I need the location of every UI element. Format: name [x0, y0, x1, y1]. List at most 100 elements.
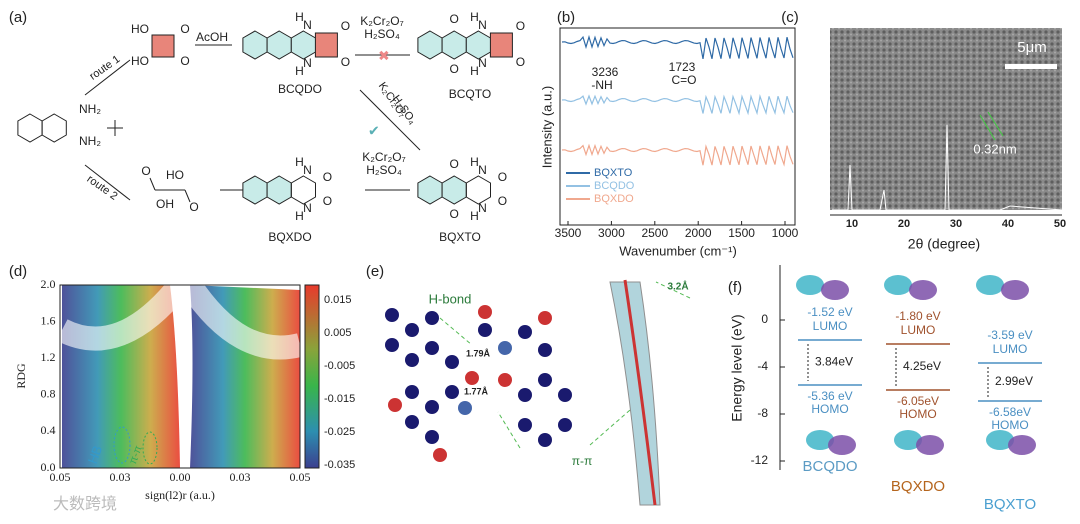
ring — [151, 34, 175, 58]
atom — [425, 400, 439, 414]
y-tick-label: 2.0 — [41, 277, 56, 291]
label: 4.25eV — [903, 359, 941, 373]
label: HOMO — [991, 418, 1028, 432]
ring — [17, 113, 43, 143]
y-tick-label: -4 — [757, 359, 768, 373]
atom — [558, 418, 572, 432]
ring — [441, 175, 467, 205]
label: HO — [131, 22, 149, 36]
atom — [388, 398, 402, 412]
atom — [465, 371, 479, 385]
orbital — [828, 435, 856, 455]
label: 0.32nm — [973, 141, 1016, 156]
panel-label: (b) — [557, 9, 575, 26]
atom — [433, 448, 447, 462]
label: 2.99eV — [995, 374, 1033, 388]
x-tick-label: 30 — [950, 218, 962, 230]
bonds — [149, 177, 191, 203]
atom — [405, 353, 419, 367]
watermark: 大数跨境 — [53, 494, 117, 513]
label: LUMO — [901, 323, 936, 337]
ring — [266, 30, 292, 60]
x-tick-label: 0.03 — [230, 470, 251, 484]
label: H — [295, 10, 304, 24]
x-tick-label: 3500 — [555, 226, 582, 240]
orbital — [986, 430, 1014, 450]
label: K₂Cr₂O₇ — [362, 150, 405, 164]
atom — [405, 415, 419, 429]
label: O — [323, 170, 332, 184]
atom — [405, 323, 419, 337]
atom — [498, 373, 512, 387]
atom — [458, 401, 472, 415]
ring — [441, 30, 467, 60]
label: H — [470, 10, 479, 24]
atom — [518, 325, 532, 339]
label: O — [450, 207, 459, 221]
label: N — [303, 18, 312, 32]
orbital — [909, 280, 937, 300]
ring — [242, 30, 268, 60]
label: N — [478, 18, 487, 32]
label: N — [478, 201, 487, 215]
compound-name: BQXDO — [891, 478, 945, 495]
label: O — [341, 55, 350, 69]
atom — [445, 385, 459, 399]
label: 1723 — [669, 60, 696, 74]
label: H — [470, 209, 479, 223]
spectrum — [561, 34, 794, 60]
svg-text:✖: ✖ — [378, 48, 390, 64]
x-tick-label: 50 — [1054, 218, 1066, 230]
label: O — [323, 194, 332, 208]
compound-name: BCQTO — [449, 87, 491, 101]
label: 3236 — [592, 65, 619, 79]
label: AcOH — [196, 30, 228, 44]
label: Intensity (a.u.) — [539, 86, 554, 168]
orbital — [1008, 435, 1036, 455]
label: -6.05eV — [897, 394, 939, 408]
label: H — [470, 64, 479, 78]
panel-label: (e) — [366, 263, 384, 280]
ring — [417, 175, 443, 205]
x-tick-label: 2500 — [641, 226, 668, 240]
atom — [538, 311, 552, 325]
y-tick-label: -12 — [751, 453, 769, 467]
label: C=O — [671, 73, 696, 87]
label: route 1 — [87, 53, 122, 82]
atom — [425, 341, 439, 355]
x-tick-label: 0.05 — [50, 470, 71, 484]
label: sign(l2)r (a.u.) — [145, 488, 215, 502]
label: 3.2Å — [667, 280, 688, 293]
y-tick-label: 0 — [761, 312, 768, 326]
orbital — [884, 275, 912, 295]
atom — [478, 323, 492, 337]
atom — [538, 343, 552, 357]
layout: ✖ ✔ — [56, 27, 1063, 506]
label: HOMO — [811, 402, 848, 416]
label: O — [180, 54, 189, 68]
atom — [518, 418, 532, 432]
label: -3.59 eV — [987, 328, 1032, 342]
spectrum — [561, 94, 794, 116]
label: 3.84eV — [815, 355, 853, 369]
label: -1.52 eV — [807, 305, 852, 319]
panel-label: (a) — [9, 9, 27, 26]
x-tick-label: 0.03 — [110, 470, 131, 484]
label: H — [295, 209, 304, 223]
orbital — [976, 275, 1004, 295]
y-tick-label: 0.8 — [41, 387, 56, 401]
colorbar-label: -0.025 — [324, 426, 355, 438]
label: N — [303, 163, 312, 177]
atom — [425, 311, 439, 325]
orbital — [796, 275, 824, 295]
label: 2θ (degree) — [908, 236, 980, 252]
label: H-bond — [429, 291, 472, 306]
legend-entry: BQXTO — [594, 167, 633, 179]
label: HOMO — [899, 407, 936, 421]
label: H — [295, 64, 304, 78]
colorbar-label: 0.015 — [324, 294, 352, 306]
label: 1.77Å — [464, 386, 489, 396]
label: O — [498, 194, 507, 208]
label: O — [189, 200, 198, 214]
